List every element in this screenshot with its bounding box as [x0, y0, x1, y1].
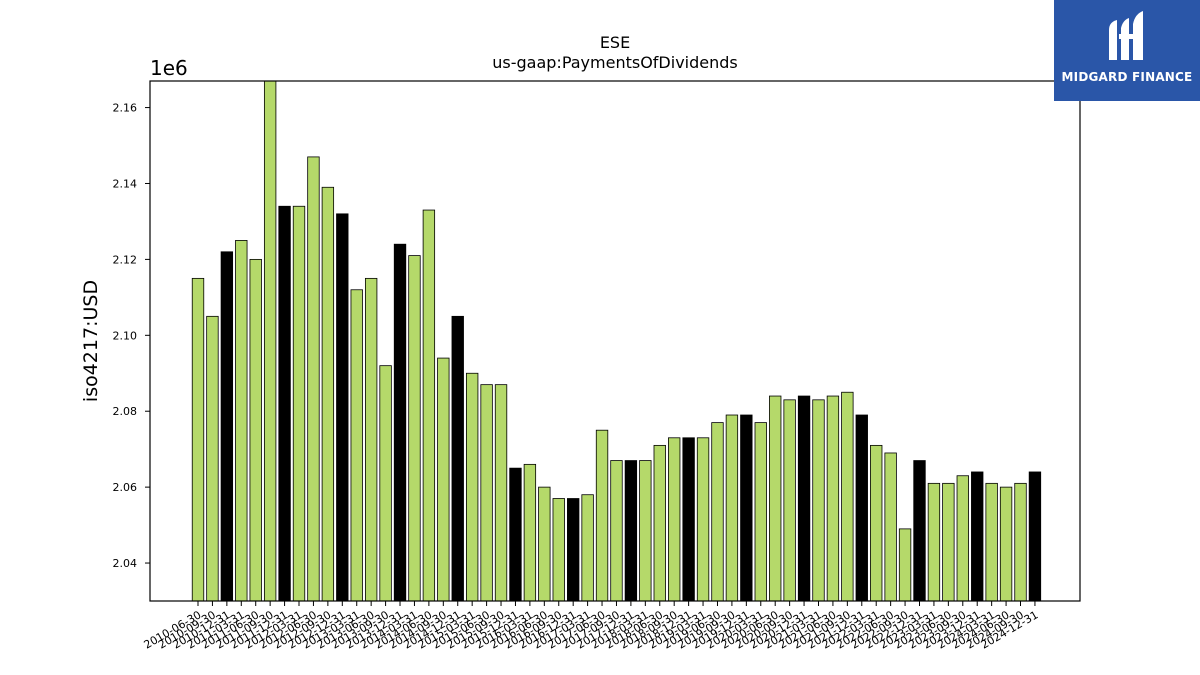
y-tick-label: 2.10 — [113, 329, 138, 342]
bar-2012-09-30 — [321, 186, 335, 602]
bar-2024-12-31 — [1028, 471, 1042, 602]
bar-2019-12-31 — [740, 414, 753, 602]
bar-2015-09-30 — [494, 384, 508, 602]
bar-2020-06-30 — [769, 395, 782, 602]
bar-2012-12-31 — [336, 213, 349, 602]
bar-2019-03-31 — [696, 437, 710, 602]
bar-2010-12-31 — [220, 251, 234, 602]
y-offset-label: 1e6 — [150, 56, 188, 80]
y-tick-label: 2.08 — [113, 405, 138, 418]
chart-subtitle: us-gaap:PaymentsOfDividends — [492, 53, 737, 72]
bar-2011-03-31 — [235, 240, 248, 602]
brand-name: MIDGARD FINANCE — [1061, 70, 1193, 84]
bar-2018-03-31 — [639, 460, 652, 602]
bar-2013-06-30 — [364, 277, 378, 602]
bar-2011-06-30 — [249, 258, 262, 602]
bar-2019-09-30 — [725, 414, 739, 602]
bar-2023-06-30 — [942, 482, 955, 602]
bar-2021-06-30 — [826, 395, 840, 602]
bar-2022-03-31 — [870, 444, 883, 602]
bar-2010-06-30 — [191, 277, 205, 602]
bar-2017-12-31 — [624, 460, 638, 602]
bar-2018-09-30 — [668, 437, 681, 602]
bar-2024-06-30 — [999, 486, 1013, 602]
y-tick-label: 2.14 — [113, 177, 138, 190]
stylized-m-logo-icon — [1109, 11, 1143, 60]
bar-2011-09-30 — [263, 80, 277, 602]
bar-2013-09-30 — [379, 365, 392, 602]
bar-2010-09-30 — [206, 315, 219, 602]
bar-2016-03-31 — [523, 463, 537, 602]
bar-2015-06-30 — [480, 384, 493, 602]
bar-2023-09-30 — [956, 475, 969, 602]
x-axis-ticks: 2010-06-302010-09-302010-12-312011-03-31… — [142, 601, 1040, 652]
y-axis-ticks: 2.04 2.06 2.08 2.10 2.12 2.14 2.16 — [113, 102, 150, 570]
bar-2024-09-30 — [1014, 482, 1027, 602]
bar-2022-09-30 — [898, 528, 912, 602]
bar-2018-06-30 — [653, 444, 666, 602]
bar-2023-12-31 — [971, 471, 984, 602]
bar-2016-09-30 — [552, 498, 565, 602]
bar-2013-12-31 — [393, 243, 407, 602]
bar-2015-03-31 — [465, 372, 479, 602]
bar-2011-12-31 — [278, 205, 291, 602]
bar-2021-03-31 — [812, 399, 825, 602]
bar-2024-03-31 — [985, 482, 998, 602]
y-tick-label: 2.04 — [113, 557, 138, 570]
bar-2016-06-30 — [538, 486, 551, 602]
bar-2014-09-30 — [437, 357, 450, 602]
bar-2022-12-31 — [913, 460, 926, 602]
bar-2014-12-31 — [451, 315, 464, 602]
y-axis-label: iso4217:USD — [80, 280, 102, 402]
bar-2017-06-30 — [595, 429, 609, 602]
bar-2017-03-31 — [581, 494, 594, 602]
bar-2021-12-31 — [855, 414, 868, 602]
bar-2012-03-31 — [292, 205, 306, 602]
bar-2022-06-30 — [884, 452, 897, 602]
bar-2016-12-31 — [567, 498, 580, 602]
bar-2014-03-31 — [408, 255, 421, 602]
y-tick-label: 2.06 — [113, 481, 138, 494]
bar-2013-03-31 — [350, 289, 363, 602]
bar-2018-12-31 — [682, 437, 695, 602]
y-tick-label: 2.16 — [113, 102, 138, 115]
chart-title: ESE — [600, 33, 630, 52]
bar-2012-06-30 — [307, 156, 320, 602]
brand-logo: MIDGARD FINANCE — [1054, 0, 1200, 101]
bars-group — [191, 80, 1042, 602]
bar-2020-03-31 — [754, 422, 767, 602]
bar-2020-09-30 — [783, 399, 796, 602]
y-tick-label: 2.12 — [113, 253, 138, 266]
bar-2021-09-30 — [841, 391, 854, 602]
bar-2014-06-30 — [422, 209, 436, 602]
bar-2020-12-31 — [797, 395, 811, 602]
bar-2015-12-31 — [509, 467, 522, 602]
bar-2019-06-30 — [711, 422, 724, 602]
plot-frame — [149, 80, 1081, 602]
bar-2017-09-30 — [610, 460, 623, 602]
bar-2023-03-31 — [927, 482, 941, 602]
